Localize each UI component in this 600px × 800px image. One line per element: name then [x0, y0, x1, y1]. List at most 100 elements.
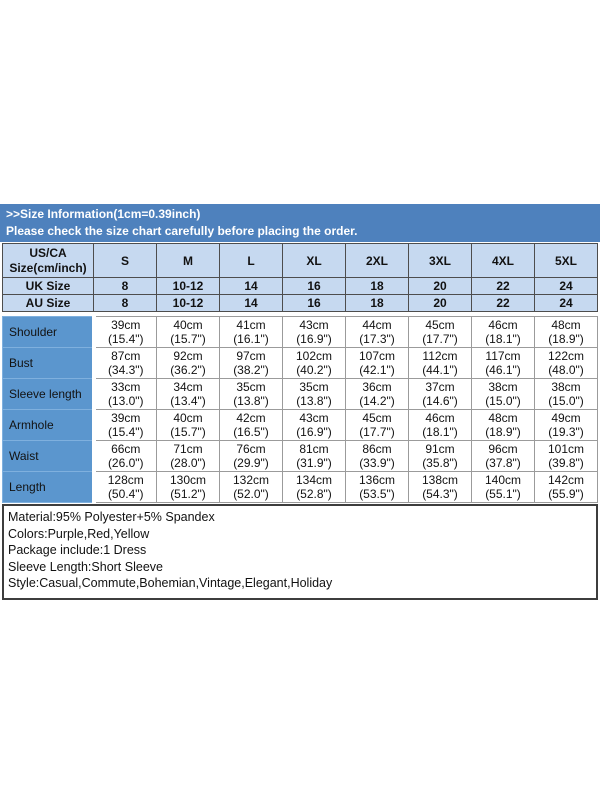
measurement-cell: 48cm (18.9"): [471, 409, 535, 441]
measurement-cell: 35cm (13.8"): [219, 378, 283, 410]
measurement-cm-value: 92cm: [173, 349, 203, 363]
measurement-inch-value: (42.1"): [359, 363, 395, 377]
measurement-cm-value: 132cm: [232, 473, 270, 487]
measurement-cm-value: 117cm: [485, 349, 521, 363]
measurement-cm-value: 86cm: [362, 442, 392, 456]
measurement-cm-value: 49cm: [551, 411, 581, 425]
measurement-cm-value: 46cm: [425, 411, 455, 425]
measurement-inch-value: (26.0"): [107, 456, 144, 470]
measurement-inch-value: (40.2"): [296, 363, 332, 377]
note-line: Material:95% Polyester+5% Spandex: [8, 510, 215, 524]
measurement-cell: 35cm (13.8"): [282, 378, 346, 410]
measurement-cm-value: 41cm: [236, 318, 266, 332]
measurement-inch-value: (13.4"): [170, 394, 206, 408]
measurement-row: Bust 87cm (34.3") 92cm (36.2") 97cm (38.2") 102…: [2, 347, 598, 379]
measurement-cm-value: 91cm: [425, 442, 455, 456]
measurement-inch-value: (34.3"): [107, 363, 144, 377]
measurement-row: Shoulder 39cm (15.4") 40cm (15.7") 41cm (16.1"…: [2, 316, 598, 348]
measurement-inch-value: (18.1"): [485, 332, 521, 346]
uk-size-value: 20: [408, 277, 472, 295]
measurement-cm-value: 102cm: [295, 349, 333, 363]
measurement-cm-value: 87cm: [111, 349, 141, 363]
measurement-inch-value: (15.4"): [107, 425, 144, 439]
measurement-inch-value: (38.2"): [233, 363, 269, 377]
size-column-header: 4XL: [471, 243, 535, 278]
measurement-cm-value: 44cm: [362, 318, 392, 332]
measurement-inch-value: (13.8"): [296, 394, 332, 408]
measurement-cell: 142cm (55.9"): [534, 471, 598, 503]
measurement-cm-value: 34cm: [173, 380, 203, 394]
header-body-gap: [2, 311, 598, 317]
measurement-cell: 96cm (37.8"): [471, 440, 535, 472]
measurement-cm-value: 136cm: [358, 473, 396, 487]
measurement-inch-value: (16.1"): [233, 332, 269, 346]
measurement-cm-value: 43cm: [299, 318, 329, 332]
measurement-row: Armhole 39cm (15.4") 40cm (15.7") 42cm (16.5")…: [2, 409, 598, 441]
measurement-inch-value: (44.1"): [422, 363, 458, 377]
uk-size-value: 10-12: [156, 277, 220, 295]
measurement-cm-value: 101cm: [547, 442, 585, 456]
measurement-cm-value: 130cm: [169, 473, 207, 487]
measurement-cm-value: 46cm: [488, 318, 518, 332]
measurement-label: Armhole: [2, 409, 96, 441]
measurement-cell: 71cm (28.0"): [156, 440, 220, 472]
uk-size-value: 16: [282, 277, 346, 295]
measurement-row: Length 128cm (50.4") 130cm (51.2") 132cm (52.0…: [2, 471, 598, 503]
uk-size-label: UK Size: [2, 277, 94, 295]
measurement-cell: 128cm (50.4"): [93, 471, 157, 503]
measurement-inch-value: (19.3"): [548, 425, 584, 439]
measurement-row: Sleeve length 33cm (13.0") 34cm (13.4") 35cm(…: [2, 378, 598, 410]
measurement-cell: 49cm (19.3"): [534, 409, 598, 441]
measurement-cell: 81cm (31.9"): [282, 440, 346, 472]
uk-size-row: UK Size 8 10-12 14 16 18 20 22 24: [2, 277, 598, 295]
measurement-cell: 42cm (16.5"): [219, 409, 283, 441]
note-line: Sleeve Length:Short Sleeve: [8, 559, 163, 574]
measurement-cm-value: 33cm: [111, 380, 141, 394]
measurement-cm-value: 43cm: [299, 411, 329, 425]
uk-size-value: 24: [534, 277, 598, 295]
measurement-cell: 45cm (17.7"): [408, 316, 472, 348]
measurement-cm-value: 36cm: [362, 380, 392, 394]
uk-size-value: 18: [345, 277, 409, 295]
measurement-label: Length: [2, 471, 96, 503]
measurement-inch-value: (17.3"): [359, 332, 395, 346]
measurement-inch-value: (15.0"): [485, 394, 521, 408]
measurement-inch-value: (55.9"): [548, 487, 584, 501]
measurement-cell: 34cm (13.4"): [156, 378, 220, 410]
measurement-cm-value: 39cm: [111, 318, 141, 332]
measurement-inch-value: (46.1"): [485, 363, 521, 377]
measurement-cm-value: 134cm: [295, 473, 333, 487]
measurement-cm-value: 142cm: [547, 473, 585, 487]
measurement-cm-value: 45cm: [362, 411, 392, 425]
measurement-inch-value: (28.0"): [170, 456, 206, 470]
measurement-cell: 39cm (15.4"): [93, 409, 157, 441]
measurement-cm-value: 45cm: [425, 318, 455, 332]
corner-header-line2: Size(cm/inch): [9, 260, 87, 275]
au-size-value: 18: [345, 294, 409, 312]
measurement-inch-value: (15.0"): [548, 394, 584, 408]
measurement-cm-value: 39cm: [111, 411, 141, 425]
size-column-header: XL: [282, 243, 346, 278]
measurement-cell: 138cm (54.3"): [408, 471, 472, 503]
product-notes-box: Material:95% Polyester+5% Spandex Colors:…: [2, 504, 598, 600]
measurement-cell: 45cm (17.7"): [345, 409, 409, 441]
note-line: Colors:Purple,Red,Yellow: [8, 526, 150, 541]
measurement-cm-value: 81cm: [299, 442, 329, 456]
measurement-cell: 101cm (39.8"): [534, 440, 598, 472]
measurement-cell: 40cm (15.7"): [156, 316, 220, 348]
measurement-label: Shoulder: [2, 316, 96, 348]
measurement-cm-value: 66cm: [111, 442, 141, 456]
measurement-cell: 43cm (16.9"): [282, 316, 346, 348]
measurement-inch-value: (16.5"): [233, 425, 269, 439]
measurement-inch-value: (50.4"): [107, 487, 144, 501]
measurement-cell: 107cm (42.1"): [345, 347, 409, 379]
measurement-inch-value: (33.9"): [359, 456, 395, 470]
measurement-cm-value: 48cm: [488, 411, 518, 425]
measurement-cell: 46cm (18.1"): [471, 316, 535, 348]
measurement-label: Bust: [2, 347, 96, 379]
measurement-inch-value: (14.2"): [359, 394, 395, 408]
au-size-label: AU Size: [2, 294, 94, 312]
size-column-header: 5XL: [534, 243, 598, 278]
measurement-cell: 38cm (15.0"): [534, 378, 598, 410]
